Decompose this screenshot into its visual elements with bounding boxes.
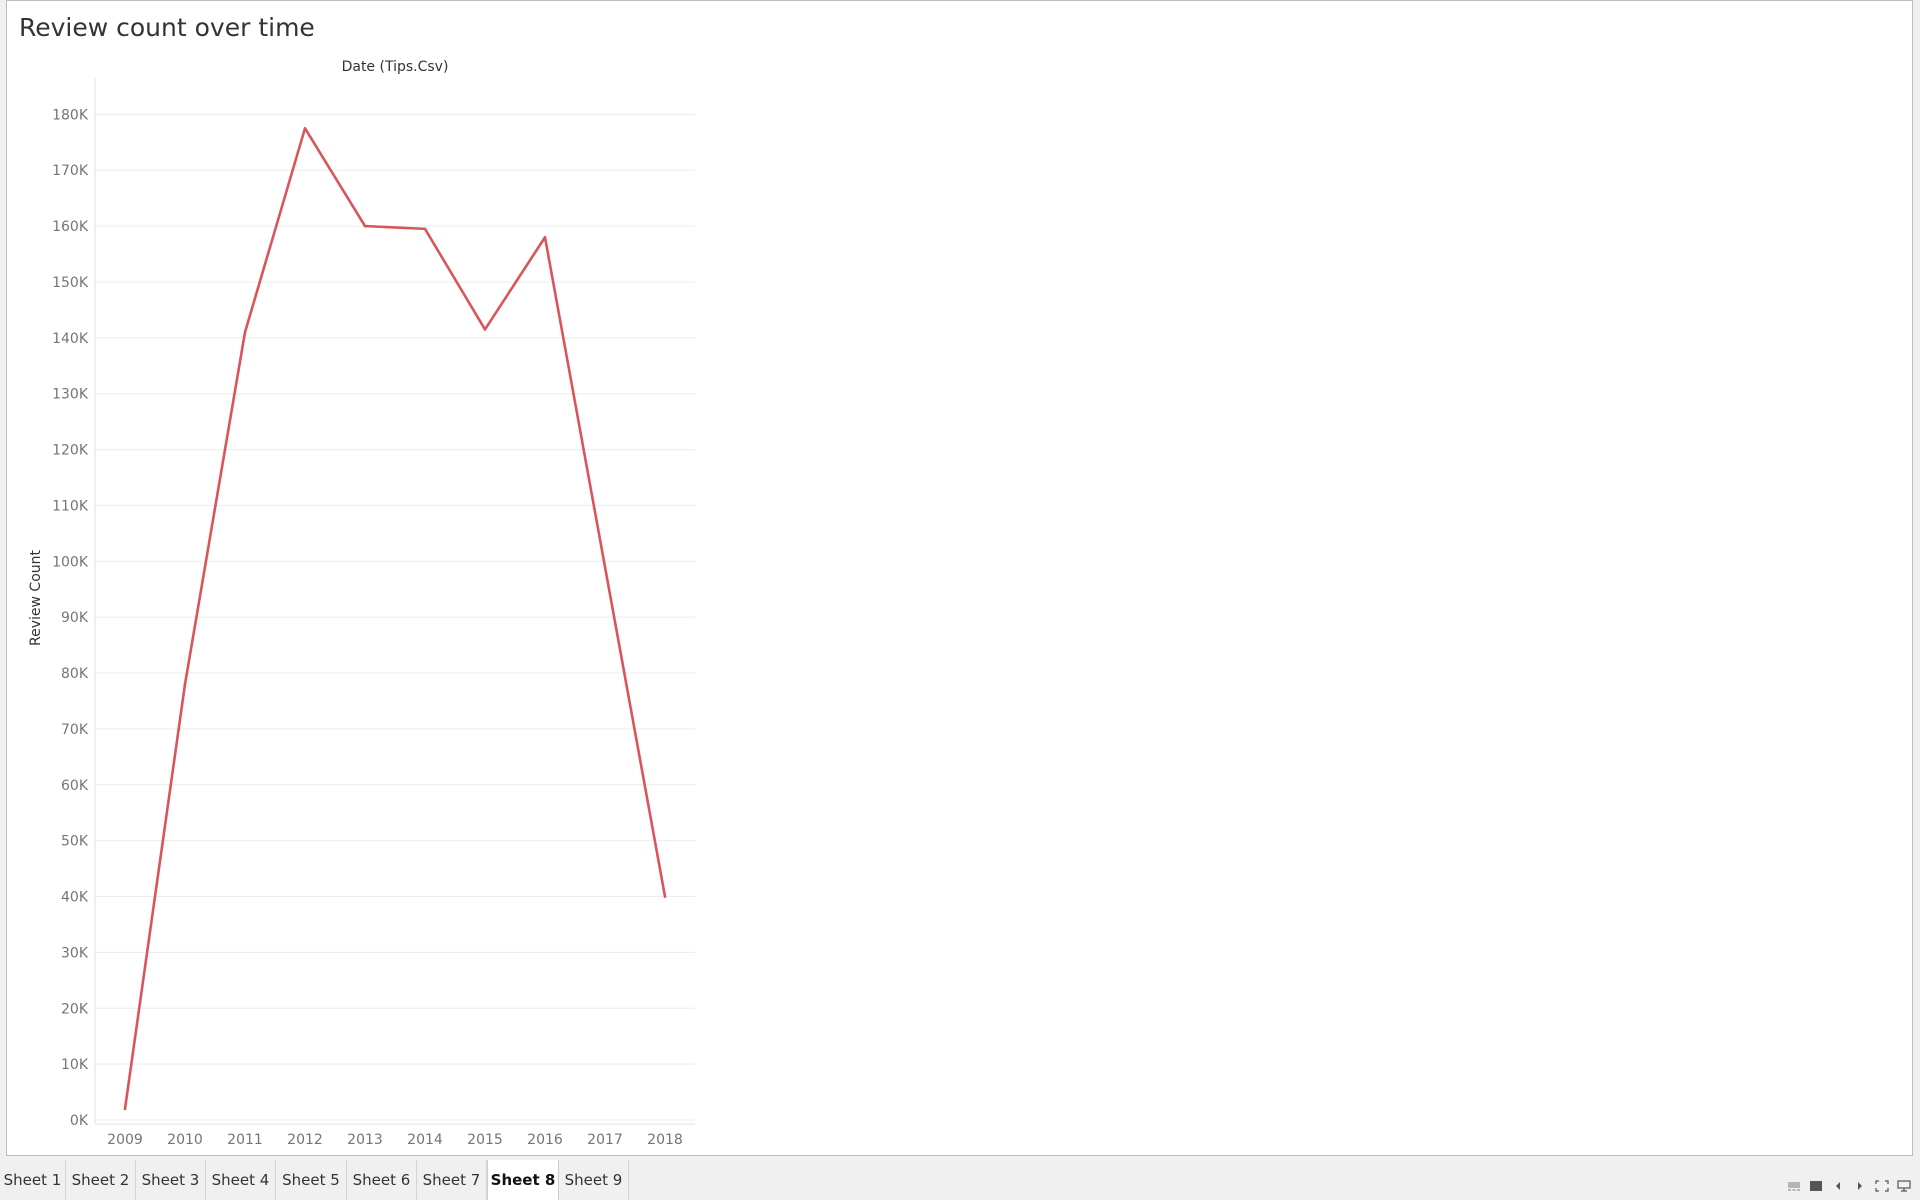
tab-sheet-7[interactable]: Sheet 7 xyxy=(417,1160,487,1200)
data-point xyxy=(663,895,667,898)
previous-sheet-icon[interactable] xyxy=(1830,1178,1846,1194)
tab-sheet-4[interactable]: Sheet 4 xyxy=(206,1160,276,1200)
y-axis-title: Review Count xyxy=(28,550,44,646)
y-tick-label: 20K xyxy=(61,1001,89,1017)
x-tick-label: 2015 xyxy=(467,1132,503,1148)
y-tick-label: 120K xyxy=(52,443,89,459)
y-tick-label: 10K xyxy=(61,1057,89,1073)
y-tick-label: 100K xyxy=(52,554,89,570)
data-point xyxy=(363,224,367,228)
y-tick-label: 50K xyxy=(61,834,89,850)
x-tick-label: 2011 xyxy=(227,1132,263,1148)
y-tick-label: 170K xyxy=(52,163,89,179)
data-point xyxy=(183,682,187,686)
show-filmstrip-icon[interactable] xyxy=(1786,1178,1802,1194)
x-tick-label: 2009 xyxy=(107,1132,143,1148)
data-point xyxy=(543,235,547,239)
sheet-tab-bar: Sheet 1 Sheet 2 Sheet 3 Sheet 4 Sheet 5 … xyxy=(0,1160,1920,1200)
y-tick-label: 150K xyxy=(52,275,89,291)
x-tick-label: 2013 xyxy=(347,1132,383,1148)
y-tick-label: 40K xyxy=(61,890,89,906)
tab-sheet-9[interactable]: Sheet 9 xyxy=(559,1160,629,1200)
data-point xyxy=(123,1107,127,1111)
tab-sheet-5[interactable]: Sheet 5 xyxy=(276,1160,347,1200)
tab-sheet-3[interactable]: Sheet 3 xyxy=(136,1160,206,1200)
x-tick-label: 2012 xyxy=(287,1132,323,1148)
tab-sheet-2[interactable]: Sheet 2 xyxy=(66,1160,136,1200)
x-tick-label: 2016 xyxy=(527,1132,563,1148)
line-chart: 0K 10K 20K 30K 40K 50K 60K 70K 80K 90K 100K 110K 120… xyxy=(28,59,695,1148)
y-tick-label: 110K xyxy=(52,498,89,514)
worksheet-canvas: Review count over time xyxy=(6,0,1913,1156)
next-sheet-icon[interactable] xyxy=(1852,1178,1868,1194)
sheet-title: Review count over time xyxy=(19,13,315,42)
fit-to-screen-icon[interactable] xyxy=(1874,1178,1890,1194)
sheet-nav-controls xyxy=(1786,1178,1912,1194)
y-tick-label: 60K xyxy=(61,778,89,794)
x-tick-label: 2010 xyxy=(167,1132,203,1148)
series-line-review-count xyxy=(123,127,667,1111)
y-tick-label: 180K xyxy=(52,107,89,123)
y-tick-label: 160K xyxy=(52,219,89,235)
y-tick-label: 30K xyxy=(61,945,89,961)
data-point xyxy=(603,565,607,569)
y-tick-label: 80K xyxy=(61,666,89,682)
x-tick-label: 2017 xyxy=(587,1132,623,1148)
y-tick-label: 140K xyxy=(52,331,89,347)
tab-sheet-6[interactable]: Sheet 6 xyxy=(347,1160,417,1200)
presentation-mode-icon[interactable] xyxy=(1896,1178,1912,1194)
tab-sheet-8[interactable]: Sheet 8 xyxy=(487,1160,559,1200)
x-axis-header: Date (Tips.Csv) xyxy=(342,59,449,75)
data-point xyxy=(303,127,307,130)
y-tick-label: 130K xyxy=(52,387,89,403)
x-tick-label: 2018 xyxy=(647,1132,683,1148)
data-point xyxy=(483,328,487,331)
tab-sheet-1[interactable]: Sheet 1 xyxy=(0,1160,66,1200)
data-point xyxy=(423,227,427,231)
y-tick-label: 90K xyxy=(61,610,89,626)
data-point xyxy=(243,330,247,334)
y-tick-label: 0K xyxy=(70,1113,89,1129)
y-tick-label: 70K xyxy=(61,722,89,738)
show-tabs-icon[interactable] xyxy=(1808,1178,1824,1194)
x-tick-label: 2014 xyxy=(407,1132,443,1148)
